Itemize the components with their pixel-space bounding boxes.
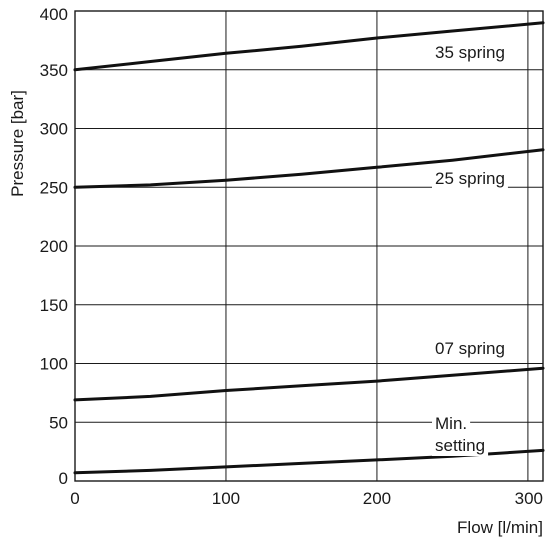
- y-tick-label-350: 350: [40, 61, 68, 80]
- x-tick-label-100: 100: [212, 489, 240, 508]
- curve-label-35-spring: 35 spring: [435, 43, 505, 62]
- tick-labels: 0 50 100 150 200 250 300 350 400 0 100 200 300: [40, 5, 543, 508]
- y-tick-label-0: 0: [59, 469, 68, 488]
- plot-frame: [74, 10, 544, 482]
- y-tick-label-300: 300: [40, 120, 68, 139]
- curve-label-backdrop: [432, 413, 471, 434]
- y-tick-label-150: 150: [40, 296, 68, 315]
- y-tick-label-250: 250: [40, 178, 68, 197]
- curve-label-backdrop: [432, 435, 489, 456]
- series-line-25-spring: [73, 148, 545, 189]
- x-axis-label: Flow [l/min]: [457, 518, 543, 537]
- series-curves: [73, 21, 545, 475]
- y-axis-label: Pressure [bar]: [8, 90, 27, 197]
- curve-label-25-spring: 25 spring: [435, 169, 505, 188]
- grid-lines: [75, 11, 543, 481]
- series-line-35-spring: [73, 21, 545, 72]
- x-tick-label-0: 0: [70, 489, 79, 508]
- curve-label-min: Min.: [435, 414, 467, 433]
- curve-label-07-spring: 07 spring: [435, 339, 505, 358]
- curve-labels: 35 spring 25 spring 07 spring Min. setting: [432, 43, 508, 456]
- x-tick-label-200: 200: [363, 489, 391, 508]
- series-line-07-spring: [73, 366, 545, 402]
- x-tick-label-300: 300: [515, 489, 543, 508]
- curve-label-backdrop: [432, 168, 508, 189]
- y-tick-label-200: 200: [40, 237, 68, 256]
- y-tick-label-100: 100: [40, 355, 68, 374]
- curve-label-setting: setting: [435, 436, 485, 455]
- y-tick-label-50: 50: [49, 413, 68, 432]
- y-tick-label-400: 400: [40, 5, 68, 24]
- series-line-min-setting: [73, 448, 545, 475]
